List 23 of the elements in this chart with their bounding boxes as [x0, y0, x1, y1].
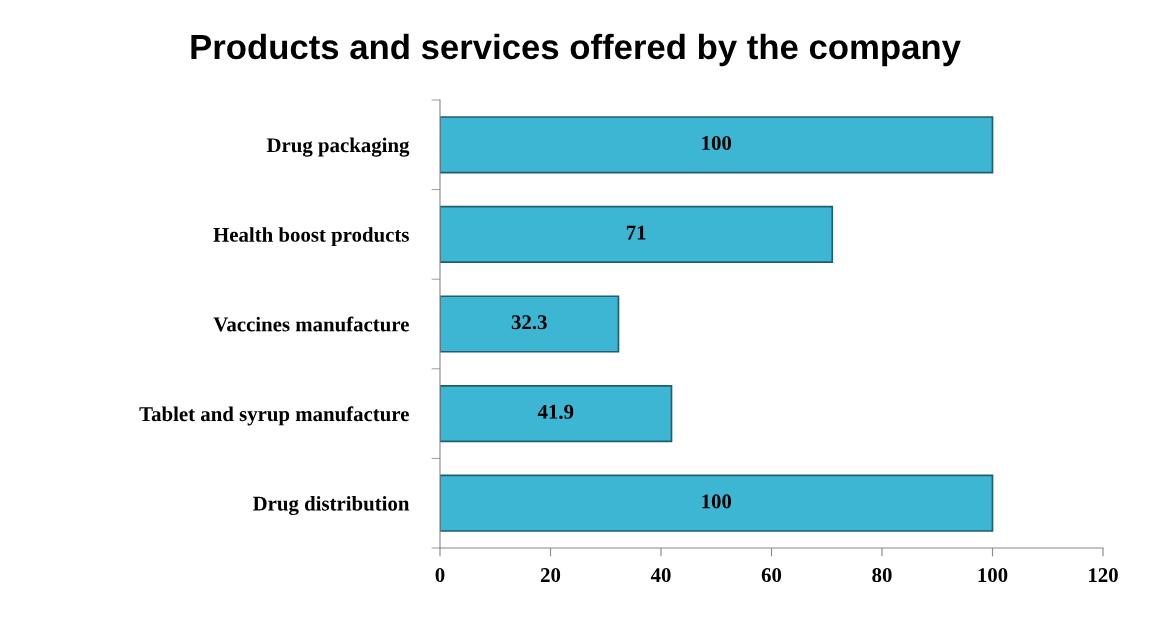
y-tick-label: Health boost products [213, 227, 409, 247]
bar [440, 205, 834, 264]
data-label: 100 [702, 494, 732, 509]
bar [440, 116, 994, 174]
chart-title: Products and services offered by the company [191, 33, 961, 67]
data-label: 41.9 [537, 404, 574, 419]
data-label: 71 [626, 225, 646, 240]
x-tick-label: 80 [872, 568, 892, 583]
data-label: 32.3 [511, 315, 547, 330]
x-tick-label: 40 [650, 568, 671, 583]
bar [440, 384, 673, 443]
x-tick-label: 120 [1089, 568, 1118, 583]
x-tick-label: 20 [540, 568, 561, 583]
y-tick-label: Drug packaging [266, 137, 410, 157]
x-tick-label: 100 [978, 568, 1008, 583]
y-tick-label: Tablet and syrup manufacture [139, 406, 409, 426]
x-tick-label: 60 [761, 568, 782, 583]
data-label: 100 [702, 135, 732, 151]
bar [440, 474, 994, 532]
x-tick-label: 0 [435, 568, 445, 583]
bar [440, 295, 620, 353]
y-tick-label: Vaccines manufacture [213, 316, 409, 332]
y-tick-label: Drug distribution [252, 495, 410, 516]
